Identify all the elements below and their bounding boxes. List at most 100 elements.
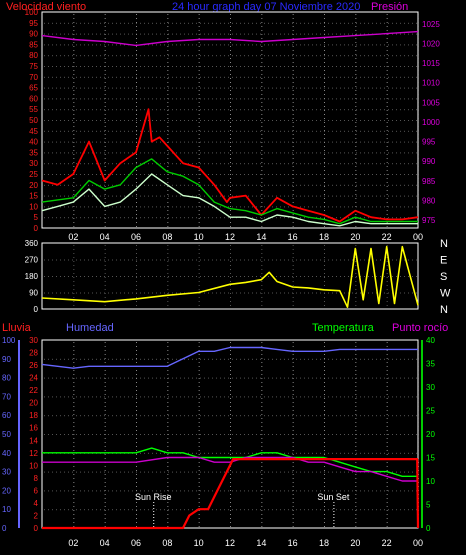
direction-gridline bbox=[64, 292, 65, 294]
climate-gridline bbox=[388, 358, 389, 360]
wind-gridline bbox=[248, 44, 249, 46]
climate-gridline bbox=[232, 415, 233, 417]
wind-gridline bbox=[100, 44, 101, 46]
wind-gridline bbox=[56, 217, 57, 219]
wind-gridline bbox=[48, 66, 49, 67]
wind-gridline bbox=[336, 195, 337, 197]
wind-gridline bbox=[376, 66, 377, 67]
climate-gridline bbox=[284, 490, 285, 492]
wind-line bbox=[41, 158, 418, 225]
wind-gridline bbox=[216, 217, 217, 219]
pressure-y-tick-label: 1025 bbox=[422, 20, 440, 29]
wind-gridline bbox=[224, 22, 225, 24]
wind-gridline bbox=[336, 141, 337, 143]
wind-gridline bbox=[400, 33, 401, 35]
wind-gridline bbox=[168, 174, 169, 175]
climate-gridline bbox=[416, 415, 417, 417]
wind-gridline bbox=[264, 76, 265, 78]
wind-gridline bbox=[418, 198, 419, 199]
wind-gridline bbox=[204, 33, 205, 35]
wind-gridline bbox=[261, 122, 263, 123]
wind-gridline bbox=[296, 152, 297, 154]
direction-gridline bbox=[230, 285, 231, 286]
wind-gridline bbox=[355, 142, 357, 143]
climate-gridline bbox=[204, 434, 205, 435]
wind-gridline bbox=[355, 174, 357, 175]
climate-gridline bbox=[324, 466, 325, 467]
wind-gridline bbox=[136, 222, 137, 223]
climate-gridline bbox=[88, 396, 89, 398]
wind-gridline bbox=[120, 206, 121, 208]
wind-gridline bbox=[360, 22, 361, 24]
wind-gridline bbox=[112, 33, 113, 35]
climate-gridline bbox=[284, 471, 285, 473]
wind-gridline bbox=[100, 206, 101, 208]
climate-gridline bbox=[312, 434, 313, 435]
climate-gridline bbox=[212, 396, 213, 398]
wind-gridline bbox=[261, 154, 263, 155]
climate-gridline bbox=[386, 438, 388, 439]
wind-gridline bbox=[140, 55, 141, 57]
climate-gridline bbox=[292, 354, 294, 355]
climate-gridline bbox=[230, 410, 231, 411]
climate-gridline bbox=[73, 414, 75, 415]
wind-gridline bbox=[260, 87, 261, 89]
wind-gridline bbox=[84, 76, 85, 78]
climate-gridline bbox=[264, 434, 265, 435]
climate-gridline bbox=[136, 442, 137, 443]
wind-gridline bbox=[104, 218, 106, 219]
climate-gridline bbox=[355, 446, 357, 447]
direction-gridline bbox=[104, 265, 106, 266]
wind-gridline bbox=[316, 163, 317, 165]
wind-gridline bbox=[128, 66, 129, 67]
wind-gridline bbox=[100, 98, 101, 100]
wind-gridline bbox=[68, 66, 69, 67]
wind-gridline bbox=[156, 120, 157, 121]
climate-gridline bbox=[396, 396, 397, 398]
climate-gridline bbox=[96, 415, 97, 417]
wind-gridline bbox=[224, 152, 225, 154]
climate-gridline bbox=[412, 358, 413, 360]
wind-gridline bbox=[204, 163, 205, 165]
climate-gridline bbox=[96, 490, 97, 492]
wind-gridline bbox=[156, 184, 157, 186]
wind-gridline bbox=[252, 44, 253, 46]
wind-gridline bbox=[261, 30, 263, 31]
climate-gridline bbox=[80, 358, 81, 360]
climate-gridline bbox=[208, 415, 209, 417]
wind-gridline bbox=[248, 206, 249, 208]
climate-gridline bbox=[364, 358, 365, 360]
climate-gridline bbox=[261, 466, 263, 467]
direction-gridline bbox=[261, 285, 263, 286]
climate-gridline bbox=[232, 358, 233, 360]
wind-gridline bbox=[272, 98, 273, 100]
wind-gridline bbox=[392, 163, 393, 165]
wind-x-tick-label: 08 bbox=[162, 232, 172, 242]
pressure-y-tick-label: 1015 bbox=[422, 59, 440, 68]
wind-gridline bbox=[96, 109, 97, 111]
direction-gridline bbox=[324, 277, 325, 278]
wind-gridline bbox=[136, 120, 137, 121]
direction-gridline bbox=[152, 259, 153, 261]
climate-gridline bbox=[328, 434, 329, 435]
climate-gridline bbox=[216, 434, 217, 435]
direction-gridline bbox=[230, 269, 231, 270]
climate-gridline bbox=[232, 490, 233, 492]
wind-gridline bbox=[418, 114, 419, 115]
climate-gridline bbox=[73, 386, 75, 387]
direction-gridline bbox=[76, 259, 77, 261]
wind-gridline bbox=[392, 130, 393, 132]
wind-gridline bbox=[212, 33, 213, 35]
wind-gridline bbox=[272, 76, 273, 78]
wind-gridline bbox=[296, 66, 297, 67]
wind-gridline bbox=[212, 120, 213, 121]
wind-gridline bbox=[340, 98, 341, 100]
wind-gridline bbox=[196, 44, 197, 46]
wind-gridline bbox=[384, 22, 385, 24]
direction-gridline bbox=[220, 292, 221, 294]
direction-gridline bbox=[212, 276, 213, 277]
wind-gridline bbox=[176, 206, 177, 208]
wind-gridline bbox=[52, 163, 53, 165]
wind-gridline bbox=[92, 76, 93, 78]
wind-gridline bbox=[116, 130, 117, 132]
